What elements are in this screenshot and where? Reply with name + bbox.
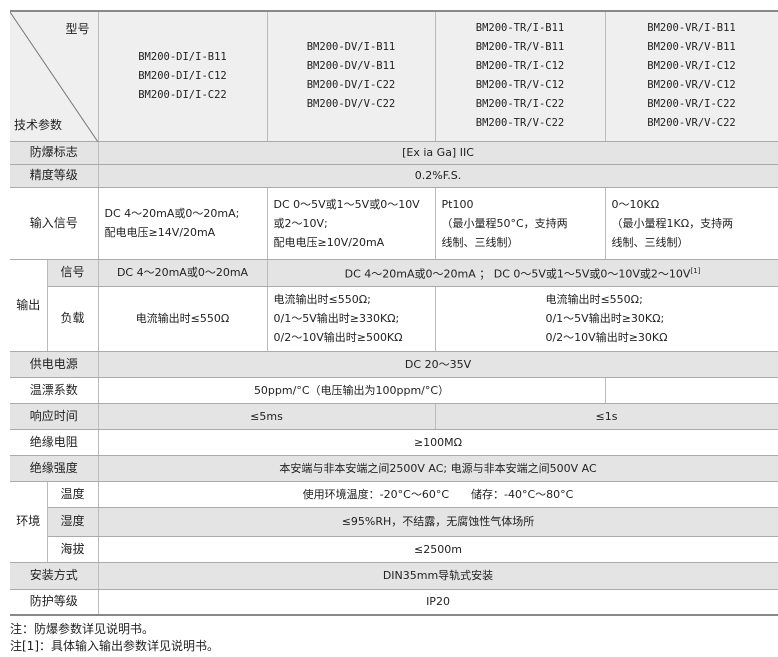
notes: 注：防爆参数详见说明书。 注[1]：具体输入输出参数详见说明书。 — [10, 621, 219, 655]
models-vr: BM200-VR/I-B11 BM200-VR/V-B11 BM200-VR/I-C… — [605, 10, 778, 142]
models-tr: BM200-TR/I-B11 BM200-TR/V-B11 BM200-TR/I-C… — [435, 10, 606, 142]
input-di: DC 4～20mA或0～20mA; 配电电压≥14V/20mA — [98, 186, 268, 260]
temp-label: 温度 — [47, 480, 99, 508]
row-output-load: 负载 电流输出时≤550Ω 电流输出时≤550Ω; 0/1～5V输出时≥330KΩ… — [10, 285, 778, 352]
signal-label: 信号 — [47, 258, 99, 287]
signal-others: DC 4～20mA或0～20mA ； DC 0～5V或1～5V或0～10V或2～… — [267, 258, 778, 287]
load-tr-vr: 电流输出时≤550Ω; 0/1～5V输出时≥30KΩ; 0/2～10V输出时≥30K… — [435, 285, 778, 352]
row-env-alt: 海拔 ≤2500m — [10, 535, 778, 563]
row-value: 50ppm/°C（电压输出为100ppm/°C） — [98, 376, 606, 404]
row-power: 供电电源 DC 20～35V — [10, 350, 778, 378]
env-label: 环境 — [10, 480, 48, 563]
input-vr: 0～10KΩ （最小量程1KΩ，支持两 线制、三线制） — [605, 186, 778, 260]
row-label: 防爆标志 — [10, 140, 99, 165]
row-label: 安装方式 — [10, 561, 99, 590]
row-value: 本安端与非本安端之间2500V AC; 电源与非本安端之间500V AC — [98, 454, 778, 482]
row-value: ≥100MΩ — [98, 428, 778, 456]
row-label: 精度等级 — [10, 163, 99, 188]
models-dv: BM200-DV/I-B11 BM200-DV/V-B11 BM200-DV/I-C… — [267, 10, 436, 142]
row-label: 防护等级 — [10, 588, 99, 616]
temp-value: 使用环境温度：-20°C～60°C 储存：-40°C～80°C — [98, 480, 778, 508]
header-diagonal-cell: 型号 技术参数 — [10, 10, 99, 142]
load-label: 负载 — [47, 285, 99, 352]
diagonal-line — [10, 12, 98, 142]
humid-label: 湿度 — [47, 506, 99, 537]
response-tr-vr: ≤1s — [435, 402, 778, 430]
output-label: 输出 — [10, 258, 48, 352]
alt-value: ≤2500m — [98, 535, 778, 563]
row-value-2 — [605, 376, 778, 404]
note-2: 注[1]：具体输入输出参数详见说明书。 — [10, 639, 219, 653]
signal-di: DC 4～20mA或0～20mA — [98, 258, 268, 287]
row-label: 绝缘电阻 — [10, 428, 99, 456]
row-env-humid: 湿度 ≤95%RH，不结露，无腐蚀性气体场所 — [10, 506, 778, 537]
load-di: 电流输出时≤550Ω — [98, 285, 268, 352]
row-drift: 温漂系数 50ppm/°C（电压输出为100ppm/°C） — [10, 376, 778, 404]
param-label: 技术参数 — [14, 117, 63, 132]
row-value: DIN35mm导轨式安装 — [98, 561, 778, 590]
input-tr: Pt100 （最小量程50°C，支持两 线制、三线制） — [435, 186, 606, 260]
response-di-dv: ≤5ms — [98, 402, 436, 430]
row-label: 输入信号 — [10, 186, 99, 260]
load-dv: 电流输出时≤550Ω; 0/1～5V输出时≥330KΩ; 0/2～10V输出时≥50… — [267, 285, 436, 352]
humid-value: ≤95%RH，不结露，无腐蚀性气体场所 — [98, 506, 778, 537]
note-1: 注：防爆参数详见说明书。 — [10, 622, 155, 636]
row-mount: 安装方式 DIN35mm导轨式安装 — [10, 561, 778, 590]
row-explosion: 防爆标志 [Ex ia Ga] IIC — [10, 140, 778, 165]
row-insulation-str: 绝缘强度 本安端与非本安端之间2500V AC; 电源与非本安端之间500V AC — [10, 454, 778, 482]
row-insulation-res: 绝缘电阻 ≥100MΩ — [10, 428, 778, 456]
row-value: IP20 — [98, 588, 778, 616]
row-label: 响应时间 — [10, 402, 99, 430]
input-dv: DC 0～5V或1～5V或0～10V 或2～10V; 配电电压≥10V/20mA — [267, 186, 436, 260]
row-value: 0.2%F.S. — [98, 163, 778, 188]
alt-label: 海拔 — [47, 535, 99, 563]
models-di: BM200-DI/I-B11 BM200-DI/I-C12 BM200-DI/I-C… — [98, 10, 268, 142]
row-env-temp: 环境 温度 使用环境温度：-20°C～60°C 储存：-40°C～80°C — [10, 480, 778, 563]
row-value: DC 20～35V — [98, 350, 778, 378]
row-input: 输入信号 DC 4～20mA或0～20mA; 配电电压≥14V/20mA DC 0… — [10, 186, 778, 260]
row-ip: 防护等级 IP20 — [10, 588, 778, 616]
row-label: 绝缘强度 — [10, 454, 99, 482]
model-label: 型号 — [65, 22, 90, 36]
row-value: [Ex ia Ga] IIC — [98, 140, 778, 165]
row-response: 响应时间 ≤5ms ≤1s — [10, 402, 778, 430]
row-label: 供电电源 — [10, 350, 99, 378]
row-label: 温漂系数 — [10, 376, 99, 404]
row-accuracy: 精度等级 0.2%F.S. — [10, 163, 778, 188]
row-output-signal: 输出 信号 DC 4～20mA或0～20mA DC 4～20mA或0～20mA … — [10, 258, 778, 352]
spec-table: 型号 技术参数 BM200-DI/I-B11 BM200-DI/I-C12 BM20… — [10, 10, 778, 616]
